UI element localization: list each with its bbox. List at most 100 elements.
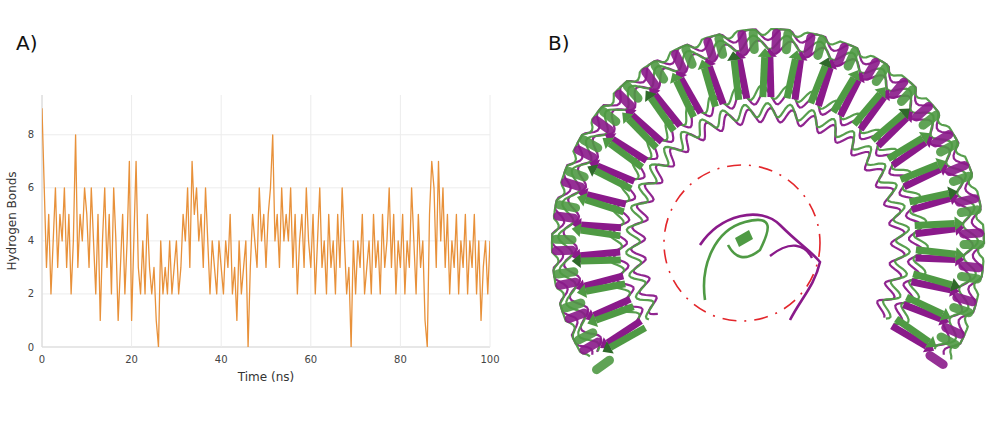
strand-arrow bbox=[670, 73, 683, 84]
backbone-loop bbox=[609, 85, 928, 329]
helix bbox=[959, 199, 975, 202]
beta-strand bbox=[580, 252, 620, 256]
beta-strand bbox=[811, 66, 826, 103]
beta-strand bbox=[586, 284, 625, 291]
backbone-loop bbox=[552, 29, 984, 355]
y-axis-title: Hydrogen Bonds bbox=[5, 171, 19, 270]
x-tick-label: 40 bbox=[215, 354, 228, 365]
data-line bbox=[42, 108, 490, 347]
helix bbox=[930, 355, 943, 364]
helix bbox=[597, 360, 610, 369]
helix bbox=[961, 276, 977, 279]
beta-strand bbox=[770, 57, 771, 97]
figure: A)B)02468020406080100Time (ns)Hydrogen B… bbox=[0, 0, 998, 423]
helix bbox=[901, 90, 912, 102]
helix bbox=[963, 266, 979, 268]
beta-strand bbox=[734, 60, 739, 100]
grid-line bbox=[42, 347, 490, 348]
strand-arrow bbox=[819, 58, 832, 69]
helix bbox=[655, 66, 664, 80]
strand-arrow bbox=[789, 50, 803, 60]
strand-arrow bbox=[955, 247, 965, 261]
central-loop bbox=[700, 215, 820, 320]
backbone-loop bbox=[552, 29, 984, 360]
x-tick-label: 80 bbox=[394, 354, 407, 365]
helix bbox=[808, 37, 811, 53]
strand-arrow bbox=[940, 308, 951, 321]
beta-strand bbox=[913, 274, 952, 285]
strand-arrow bbox=[758, 48, 772, 57]
backbone-loop bbox=[626, 103, 909, 319]
helix bbox=[569, 313, 584, 319]
strand-arrow bbox=[587, 164, 598, 176]
helix bbox=[584, 140, 598, 148]
x-axis-title: Time (ns) bbox=[237, 370, 294, 384]
helix bbox=[560, 282, 576, 285]
helix bbox=[676, 54, 683, 68]
helix bbox=[646, 72, 655, 85]
helix bbox=[558, 272, 574, 274]
strand-arrow bbox=[577, 284, 587, 298]
y-tick-label: 2 bbox=[28, 288, 34, 299]
helix bbox=[753, 34, 754, 50]
helix bbox=[786, 34, 787, 50]
strand-arrow bbox=[947, 187, 957, 201]
helix bbox=[946, 328, 961, 335]
strand-arrow bbox=[698, 59, 711, 70]
strand-arrow bbox=[935, 158, 946, 171]
beta-strand bbox=[873, 114, 904, 140]
beta-strand bbox=[581, 257, 621, 265]
helix bbox=[818, 40, 822, 55]
beta-strand bbox=[833, 78, 854, 112]
strand-arrow bbox=[622, 113, 633, 124]
beta-strand bbox=[916, 250, 956, 255]
x-tick-label: 100 bbox=[480, 354, 499, 365]
beta-strand bbox=[907, 297, 943, 314]
panel-label: A) bbox=[16, 31, 37, 55]
helix bbox=[603, 111, 615, 121]
helix bbox=[964, 240, 980, 249]
helix bbox=[560, 205, 576, 208]
y-tick-label: 6 bbox=[28, 182, 34, 193]
helix bbox=[848, 52, 855, 67]
beta-strand bbox=[901, 165, 938, 180]
beta-strand bbox=[610, 143, 642, 167]
grid-line bbox=[42, 187, 490, 188]
helix bbox=[558, 216, 574, 218]
central-helix bbox=[735, 230, 753, 247]
strand-arrow bbox=[603, 138, 614, 149]
beta-strand bbox=[763, 57, 765, 97]
helix bbox=[867, 62, 875, 76]
backbone-loop bbox=[613, 90, 923, 327]
helix bbox=[876, 68, 885, 81]
beta-strand bbox=[610, 328, 645, 348]
beta-strand bbox=[651, 98, 674, 131]
beta-strand bbox=[888, 138, 922, 159]
y-tick-label: 8 bbox=[28, 129, 34, 140]
panel-label: B) bbox=[548, 31, 570, 55]
strand-arrow bbox=[899, 108, 910, 119]
grid-line bbox=[490, 95, 491, 347]
strand-arrow bbox=[577, 193, 588, 206]
beta-strand bbox=[581, 225, 621, 228]
grid-line bbox=[310, 95, 311, 347]
helix bbox=[556, 246, 572, 255]
beta-strand bbox=[596, 307, 634, 321]
strand-arrow bbox=[587, 314, 598, 327]
strand-arrow bbox=[645, 91, 656, 102]
beta-strand bbox=[787, 59, 795, 98]
backbone-loop bbox=[564, 40, 974, 352]
panel-a: 02468020406080100Time (ns)Hydrogen Bonds bbox=[5, 95, 500, 384]
helix bbox=[935, 135, 949, 143]
beta-strand bbox=[704, 68, 715, 107]
plot-area bbox=[42, 108, 490, 347]
strand-arrow bbox=[602, 341, 613, 353]
panel-b-structure bbox=[552, 29, 984, 370]
helix bbox=[941, 144, 955, 152]
grid-line bbox=[400, 95, 401, 347]
helix bbox=[894, 82, 904, 94]
strand-arrow bbox=[954, 217, 963, 231]
grid-line bbox=[42, 134, 490, 135]
helix bbox=[578, 333, 592, 340]
helix bbox=[596, 120, 609, 129]
